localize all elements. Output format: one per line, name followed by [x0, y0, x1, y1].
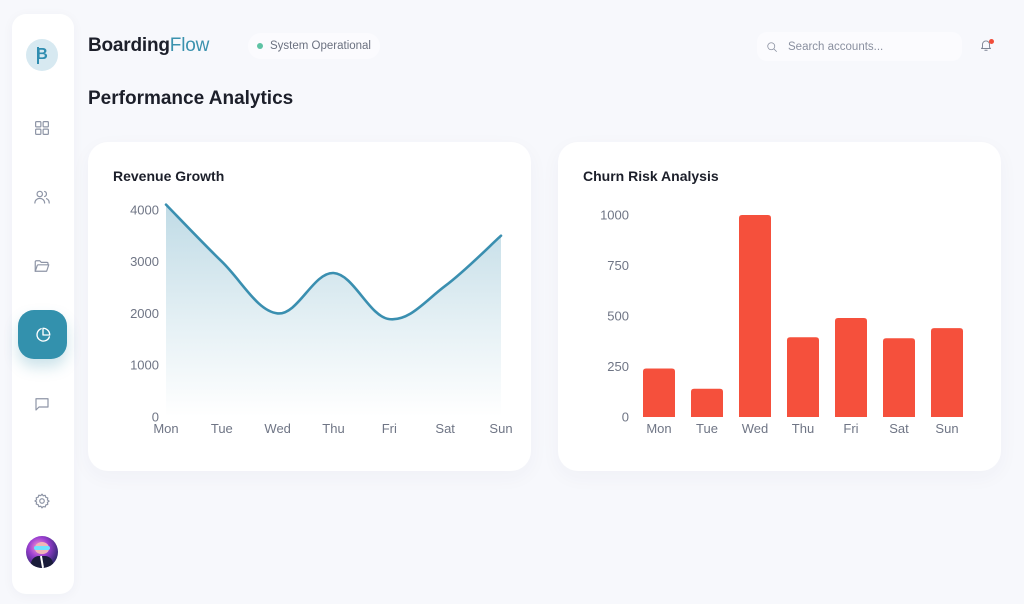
x-tick-label: Fri — [843, 421, 858, 436]
sidebar-item-files[interactable] — [29, 253, 55, 279]
y-tick-label: 1000 — [130, 358, 159, 373]
x-tick-label: Sun — [489, 421, 512, 436]
x-tick-label: Mon — [153, 421, 178, 436]
page-title: Performance Analytics — [88, 88, 294, 109]
search-input[interactable] — [788, 40, 948, 53]
bar-sat[interactable] — [883, 338, 915, 417]
search-icon — [767, 41, 777, 52]
notification-badge — [989, 39, 994, 44]
x-tick-label: Sun — [935, 421, 958, 436]
search-box[interactable] — [757, 32, 962, 61]
brand-name: BoardingFlow — [88, 35, 209, 57]
y-tick-label: 4000 — [130, 202, 159, 217]
revenue-area-chart: 0 1000 2000 3000 4000 Mon Tue Wed Thu Fri Sat Sun — [130, 202, 512, 436]
x-tick-label: Tue — [696, 421, 718, 436]
revenue-line — [164, 203, 503, 321]
y-tick-label: 3000 — [130, 254, 159, 269]
card-title: Churn Risk Analysis — [583, 168, 719, 184]
x-tick-label: Wed — [742, 421, 769, 436]
message-square-icon — [35, 398, 49, 411]
grid-icon — [35, 121, 49, 135]
y-tick-label: 2000 — [130, 306, 159, 321]
notifications-button[interactable] — [979, 38, 995, 54]
x-tick-label: Tue — [211, 421, 233, 436]
status-dot-icon — [257, 43, 263, 49]
revenue-area-fill — [166, 204, 501, 417]
folder-open-icon — [34, 260, 50, 272]
bar-fri[interactable] — [835, 318, 867, 417]
bar-tue[interactable] — [691, 388, 723, 417]
churn-risk-card: Churn Risk Analysis 0 250 500 750 1000 Mon Tu… — [558, 142, 1001, 471]
sidebar-item-users[interactable] — [29, 184, 55, 210]
avatar-glasses — [34, 546, 50, 550]
sidebar-item-dashboard[interactable] — [29, 115, 55, 141]
bell-icon — [980, 40, 992, 51]
y-tick-label: 0 — [622, 410, 629, 425]
gear-icon — [34, 493, 50, 509]
bar-mon[interactable] — [643, 368, 675, 417]
y-tick-label: 0 — [152, 410, 159, 425]
revenue-growth-card: Revenue Growth 0 1000 2000 3000 4000 Mon Tue W… — [88, 142, 531, 471]
status-badge: System Operational — [248, 33, 380, 59]
bar-sun[interactable] — [931, 328, 963, 417]
logo-letter: B — [36, 46, 48, 63]
card-title: Revenue Growth — [113, 168, 225, 184]
brand-name-part1: Boarding — [88, 35, 170, 56]
churn-bar-chart: 0 250 500 750 1000 Mon Tue Wed Thu Fri Sat Sun — [600, 208, 963, 436]
sidebar: B — [12, 14, 74, 594]
y-tick-label: 750 — [607, 258, 629, 273]
x-tick-label: Mon — [646, 421, 671, 436]
logo-mark — [37, 47, 39, 64]
y-tick-label: 500 — [607, 309, 629, 324]
x-tick-label: Sat — [435, 421, 455, 436]
sidebar-item-analytics[interactable] — [18, 310, 67, 359]
status-text: System Operational — [270, 40, 371, 52]
sidebar-item-settings[interactable] — [29, 488, 55, 514]
pie-chart-icon — [35, 327, 50, 342]
x-tick-label: Thu — [322, 421, 344, 436]
users-icon — [34, 190, 50, 204]
brand-name-part2: Flow — [169, 35, 210, 56]
x-tick-label: Thu — [792, 421, 814, 436]
x-tick-label: Fri — [382, 421, 397, 436]
y-tick-label: 250 — [607, 359, 629, 374]
x-tick-label: Wed — [264, 421, 291, 436]
bar-thu[interactable] — [787, 337, 819, 417]
logo[interactable]: B — [26, 39, 58, 71]
sidebar-item-messages[interactable] — [29, 391, 55, 417]
y-tick-label: 1000 — [600, 208, 629, 223]
avatar[interactable] — [26, 536, 58, 568]
bar-wed[interactable] — [739, 215, 771, 417]
x-tick-label: Sat — [889, 421, 909, 436]
